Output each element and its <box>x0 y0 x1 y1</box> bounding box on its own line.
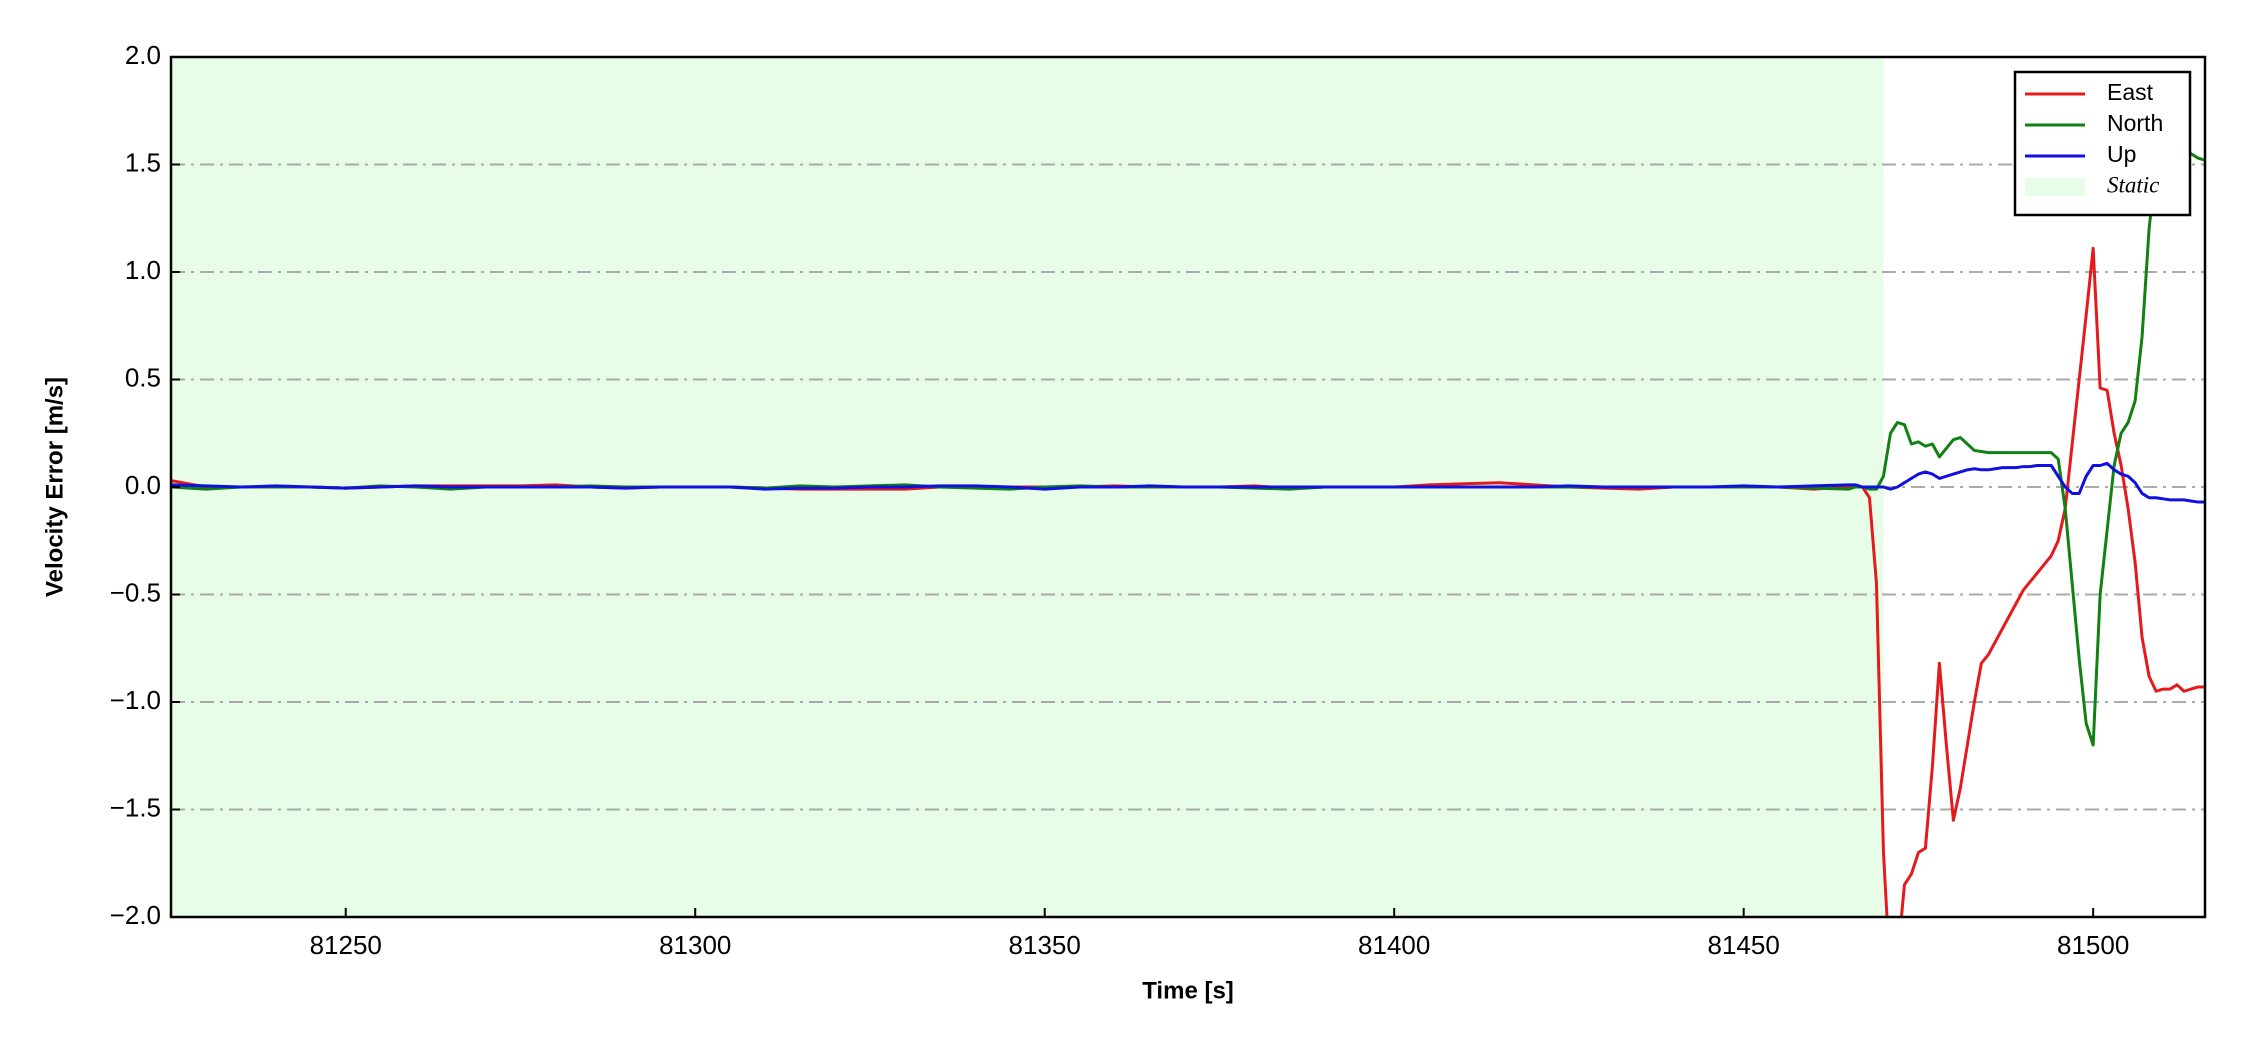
y-tick-label: −0.5 <box>110 577 161 607</box>
legend-label: North <box>2107 110 2163 136</box>
x-tick-label: 81350 <box>1009 930 1081 960</box>
y-tick-label: −2.0 <box>110 900 161 930</box>
y-tick-label: 0.0 <box>125 470 161 500</box>
legend-label: Static <box>2107 172 2159 197</box>
legend-label: East <box>2107 79 2154 105</box>
ticks-layer: −2.0 −1.5 −1.0 −0.5 0.0 0.5 1.0 1.5 2.0 81250 8130… <box>110 40 2130 960</box>
x-tick-label: 81300 <box>659 930 731 960</box>
y-tick-label: −1.0 <box>110 685 161 715</box>
y-axis-title: Velocity Error [m/s] <box>41 377 68 597</box>
y-tick-label: 0.5 <box>125 362 161 392</box>
legend: East North Up Static <box>2013 70 2192 217</box>
y-tick-label: 2.0 <box>125 40 161 70</box>
x-tick-label: 81450 <box>1708 930 1780 960</box>
x-axis-title: Time [s] <box>1142 977 1234 1004</box>
x-tick-label: 81250 <box>310 930 382 960</box>
lines-layer <box>171 141 2205 917</box>
y-tick-label: 1.5 <box>125 147 161 177</box>
series-line <box>171 461 2205 504</box>
y-tick-label: −1.5 <box>110 792 161 822</box>
y-tick-label: 1.0 <box>125 255 161 285</box>
x-tick-label: 81400 <box>1358 930 1430 960</box>
x-tick-label: 81500 <box>2057 930 2129 960</box>
legend-swatch <box>2025 178 2085 196</box>
legend-label: Up <box>2107 141 2136 167</box>
